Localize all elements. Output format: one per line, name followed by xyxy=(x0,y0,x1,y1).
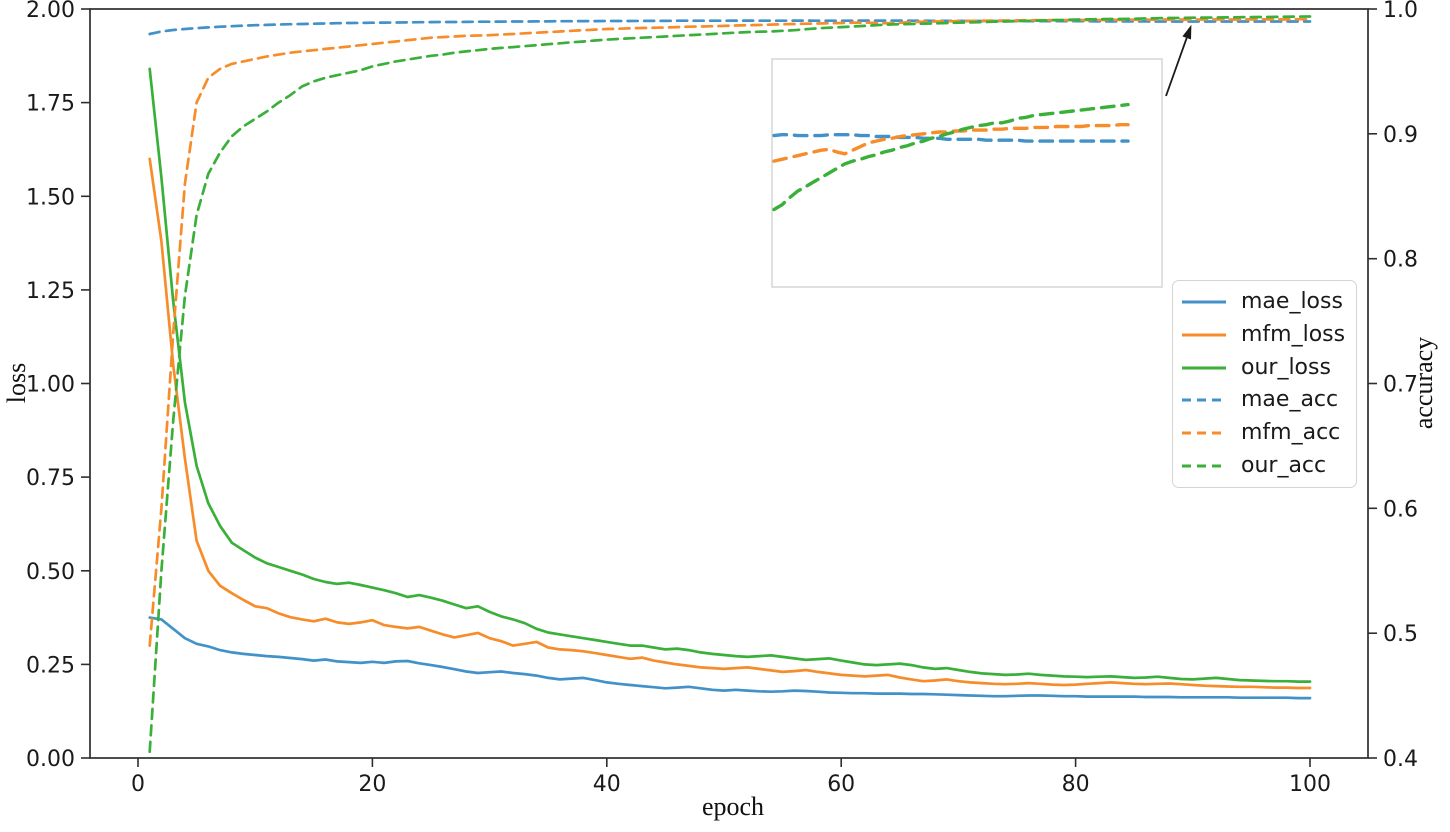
legend-item-mfm_acc: mfm_acc xyxy=(1181,417,1348,448)
x-axis-tick-labels: 0 20 40 60 80 100 xyxy=(131,772,1331,797)
svg-text:1.00: 1.00 xyxy=(26,373,75,398)
svg-text:1.50: 1.50 xyxy=(26,185,75,210)
svg-text:40: 40 xyxy=(593,772,621,797)
legend-line-sample-mae_acc xyxy=(1182,398,1226,402)
svg-text:2.00: 2.00 xyxy=(26,0,75,23)
inset-series-mae_acc-line xyxy=(772,132,1130,143)
inset-series-our_acc-line xyxy=(772,102,1130,212)
svg-text:0.9: 0.9 xyxy=(1383,123,1418,148)
right-axis-title: accuracy xyxy=(1409,336,1438,430)
svg-text:0.00: 0.00 xyxy=(26,747,75,772)
series-our_acc-line xyxy=(148,15,1312,754)
legend-line-sample-our_acc xyxy=(1182,464,1226,468)
svg-text:0.50: 0.50 xyxy=(26,560,75,585)
series-our_loss-line xyxy=(148,67,1312,683)
svg-text:60: 60 xyxy=(827,772,855,797)
legend-item-mfm_loss: mfm_loss xyxy=(1181,319,1348,350)
svg-text:0.8: 0.8 xyxy=(1383,248,1418,273)
svg-text:100: 100 xyxy=(1289,772,1331,797)
inset-box xyxy=(771,58,1163,288)
svg-text:0.4: 0.4 xyxy=(1383,747,1418,772)
legend-line-sample-our_loss xyxy=(1182,366,1226,370)
legend-label-mae_acc: mae_acc xyxy=(1241,387,1339,413)
legend-label-mae_loss: mae_loss xyxy=(1241,289,1343,315)
left-axis-title: loss xyxy=(2,362,31,404)
legend-label-mfm_loss: mfm_loss xyxy=(1241,321,1346,347)
legend-line-sample-mfm_acc xyxy=(1182,431,1226,435)
svg-text:1.75: 1.75 xyxy=(26,92,75,117)
svg-text:20: 20 xyxy=(358,772,386,797)
inset-series-mfm_acc-line xyxy=(772,122,1130,163)
series-mae_loss-line xyxy=(148,616,1312,700)
series-mfm_acc-line xyxy=(148,17,1312,647)
svg-text:1.0: 1.0 xyxy=(1383,0,1418,23)
legend-line-sample-mfm_loss xyxy=(1182,333,1226,337)
series-mae_acc-line xyxy=(148,19,1312,36)
legend-item-our_loss: our_loss xyxy=(1181,352,1348,383)
right-axis-ticks xyxy=(1368,8,1377,759)
annotation-arrow xyxy=(1165,24,1192,97)
legend-label-our_acc: our_acc xyxy=(1241,452,1327,478)
legend-item-mae_loss: mae_loss xyxy=(1181,287,1348,318)
svg-text:0.25: 0.25 xyxy=(26,653,75,678)
svg-text:0.7: 0.7 xyxy=(1383,373,1418,398)
left-axis-tick-labels: 0.00 0.25 0.50 0.75 1.00 1.25 1.50 1.75 2.00 xyxy=(26,0,75,772)
series-mfm_loss-line xyxy=(148,157,1312,690)
legend-item-our_acc: our_acc xyxy=(1181,450,1348,481)
svg-text:0.6: 0.6 xyxy=(1383,497,1418,522)
right-axis-tick-labels: 0.4 0.5 0.6 0.7 0.8 0.9 1.0 xyxy=(1383,0,1418,772)
svg-text:0.75: 0.75 xyxy=(26,466,75,491)
legend-label-mfm_acc: mfm_acc xyxy=(1241,419,1341,445)
svg-text:0: 0 xyxy=(131,772,145,797)
left-axis-ticks xyxy=(81,8,90,759)
svg-text:1.25: 1.25 xyxy=(26,279,75,304)
svg-text:0.5: 0.5 xyxy=(1383,622,1418,647)
x-axis-ticks xyxy=(137,758,1311,767)
legend-label-our_loss: our_loss xyxy=(1241,354,1331,380)
legend-item-mae_acc: mae_acc xyxy=(1181,385,1348,416)
x-axis-title: epoch xyxy=(701,792,765,821)
svg-text:80: 80 xyxy=(1062,772,1090,797)
legend-line-sample-mae_loss xyxy=(1182,300,1226,304)
